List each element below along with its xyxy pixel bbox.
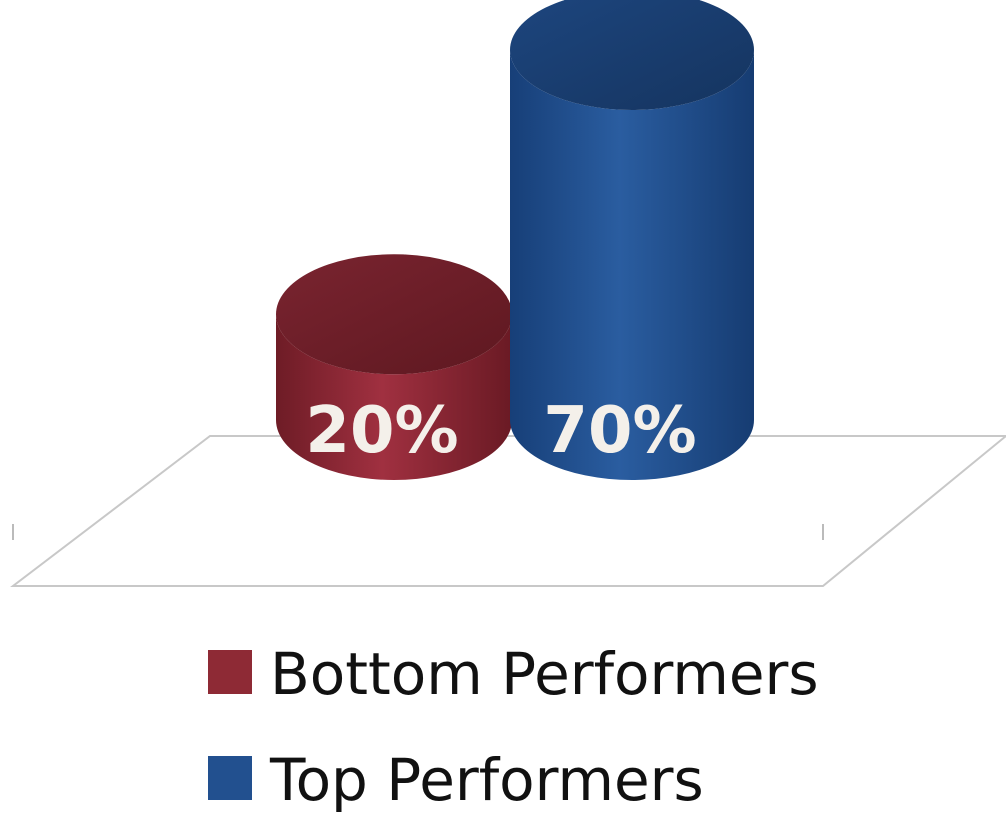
- data-label-top-performers: 70%: [543, 394, 696, 468]
- legend-label-bottom-performers: Bottom Performers: [270, 640, 819, 708]
- bar-top-bottom-performers: [276, 254, 512, 375]
- bar-top-top-performers: [510, 0, 754, 110]
- legend-swatch-top-performers: [208, 756, 252, 800]
- bar-bottom-performers: [276, 314, 512, 480]
- legend-swatch-bottom-performers: [208, 650, 252, 694]
- bars-layer: [276, 0, 754, 480]
- data-label-bottom-performers: 20%: [305, 394, 458, 468]
- legend: Bottom Performers Top Performers: [208, 640, 819, 814]
- bar-top-performers: [510, 49, 754, 480]
- legend-label-top-performers: Top Performers: [269, 746, 704, 814]
- chart-floor: [10, 435, 1006, 587]
- data-labels-layer: 20% 70%: [305, 394, 696, 468]
